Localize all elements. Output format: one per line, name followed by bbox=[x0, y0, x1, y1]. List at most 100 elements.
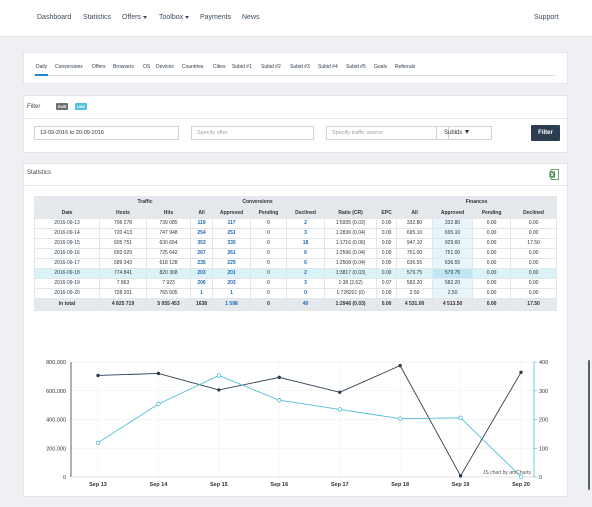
table-row[interactable]: 2016-09-16 693 029 725 642 267 261 0 6 1:2596 (… bbox=[34, 248, 558, 259]
table-cell: 1:3817 (0.03) bbox=[324, 268, 378, 279]
table-row[interactable]: 2016-09-19 7 863 7 923 206 203 0 3 1:38 (2.62) 0… bbox=[34, 278, 558, 289]
total-cell: 0.00 bbox=[376, 298, 398, 311]
table-cell[interactable]: 203 bbox=[190, 268, 214, 279]
table-cell: 605 751 bbox=[99, 238, 147, 249]
table-cell[interactable]: 119 bbox=[190, 218, 214, 229]
table-cell[interactable]: 1 bbox=[190, 288, 214, 299]
tab-goals[interactable]: Goals bbox=[374, 64, 388, 70]
nav-dashboard[interactable]: Dashboard bbox=[37, 14, 72, 21]
tab-countries[interactable]: Countries bbox=[182, 64, 204, 70]
col-epc[interactable]: EPC bbox=[376, 208, 398, 219]
x-tick-label: Sep 13 bbox=[89, 482, 107, 488]
table-row[interactable]: 2016-09-20 728 201 765 505 1 1 0 0 1:728201 (0)… bbox=[34, 288, 558, 299]
nav-statistics[interactable]: Statistics bbox=[83, 14, 112, 21]
tab-subid-5[interactable]: Subid #5 bbox=[346, 64, 366, 70]
col-ratio[interactable]: Ratio (CR) bbox=[324, 208, 378, 219]
excel-export-icon[interactable] bbox=[549, 169, 559, 180]
col-fin-declined[interactable]: Declined bbox=[510, 208, 558, 219]
table-row[interactable]: 2016-09-15 605 751 630 654 353 335 0 18 1:1716 … bbox=[34, 238, 558, 249]
table-cell[interactable]: 117 bbox=[212, 218, 252, 229]
table-cell[interactable]: 6 bbox=[286, 258, 326, 269]
table-cell[interactable]: 18 bbox=[286, 238, 326, 249]
table-cell: 695.10 bbox=[432, 228, 474, 239]
filter-button[interactable]: Filter bbox=[531, 125, 560, 141]
data-point bbox=[156, 371, 161, 376]
tab-subid-3[interactable]: Subid #3 bbox=[290, 64, 310, 70]
table-cell[interactable]: 235 bbox=[190, 258, 214, 269]
tab-os[interactable]: OS bbox=[143, 64, 151, 70]
table-cell[interactable]: 2 bbox=[286, 268, 326, 279]
table-cell: 947.10 bbox=[396, 238, 434, 249]
col-conv-approved[interactable]: Approved bbox=[212, 208, 252, 219]
tab-devices[interactable]: Devices bbox=[156, 64, 174, 70]
traffic-source-input[interactable]: Specify traffic source bbox=[326, 126, 449, 140]
tab-subid-2[interactable]: Subid #2 bbox=[261, 64, 281, 70]
table-cell[interactable]: 229 bbox=[212, 258, 252, 269]
nav-toolbox[interactable]: Toolbox bbox=[159, 14, 190, 21]
total-cell[interactable]: 40 bbox=[286, 298, 326, 311]
tab-conversions[interactable]: Conversions bbox=[55, 64, 83, 70]
table-cell[interactable]: 3 bbox=[286, 228, 326, 239]
col-fin-all[interactable]: All bbox=[396, 208, 434, 219]
table-cell[interactable]: 3 bbox=[286, 278, 326, 289]
total-cell: 5 055 453 bbox=[145, 298, 192, 311]
offer-input[interactable]: Specify offer bbox=[191, 126, 314, 140]
tab-daily[interactable]: Daily bbox=[34, 64, 49, 76]
col-fin-pending[interactable]: Pending bbox=[472, 208, 512, 219]
currency-usd-badge[interactable]: USD bbox=[75, 103, 88, 110]
total-cell[interactable]: 1 598 bbox=[212, 298, 252, 311]
subids-dropdown[interactable]: Subids bbox=[436, 126, 492, 140]
table-row[interactable]: 2016-09-14 720 413 747 948 254 251 0 3 1:2836 (… bbox=[34, 228, 558, 239]
col-conv-all[interactable]: All bbox=[190, 208, 214, 219]
nav-news[interactable]: News bbox=[242, 14, 260, 21]
table-row[interactable]: 2016-09-13 706 278 739 085 119 117 0 2 1:5935 (… bbox=[34, 218, 558, 229]
table-cell[interactable]: 251 bbox=[212, 228, 252, 239]
col-hosts[interactable]: Hosts bbox=[99, 208, 147, 219]
table-cell[interactable]: 206 bbox=[190, 278, 214, 289]
col-conv-declined[interactable]: Declined bbox=[286, 208, 326, 219]
table-cell: 0.00 bbox=[472, 288, 512, 299]
table-cell[interactable]: 335 bbox=[212, 238, 252, 249]
currency-eur-badge[interactable]: EUR bbox=[56, 103, 69, 110]
table-cell: 706 278 bbox=[99, 218, 147, 229]
col-fin-approved[interactable]: Approved bbox=[432, 208, 474, 219]
table-cell[interactable]: 353 bbox=[190, 238, 214, 249]
col-conv-pending[interactable]: Pending bbox=[250, 208, 288, 219]
table-cell[interactable]: 254 bbox=[190, 228, 214, 239]
row-date: 2016-09-14 bbox=[34, 228, 100, 239]
tab-cities[interactable]: Cities bbox=[213, 64, 226, 70]
table-row[interactable]: 2016-09-18 774 841 820 368 203 201 0 2 1:3817 (… bbox=[34, 268, 558, 279]
table-cell: 0.00 bbox=[376, 248, 398, 259]
table-cell[interactable]: 1 bbox=[212, 288, 252, 299]
tab-offers[interactable]: Offers bbox=[92, 64, 106, 70]
table-cell: 630 654 bbox=[145, 238, 192, 249]
date-range-input[interactable]: 13-09-2016 to 20-09-2016 bbox=[34, 126, 179, 140]
table-cell[interactable]: 2 bbox=[286, 218, 326, 229]
table-cell[interactable]: 0 bbox=[286, 288, 326, 299]
nav-offers[interactable]: Offers bbox=[122, 14, 147, 21]
tab-subid-4[interactable]: Subid #4 bbox=[318, 64, 338, 70]
table-cell: 0 bbox=[250, 218, 288, 229]
col-hits[interactable]: Hits bbox=[145, 208, 192, 219]
page-scrollbar[interactable] bbox=[588, 360, 590, 490]
table-cell[interactable]: 6 bbox=[286, 248, 326, 259]
table-total-row: In total 4 825 719 5 055 453 1638 1 598 … bbox=[34, 298, 558, 311]
table-cell[interactable]: 267 bbox=[190, 248, 214, 259]
nav-support[interactable]: Support bbox=[534, 14, 559, 21]
header-cell bbox=[376, 196, 398, 209]
tab-subid-1[interactable]: Subid #1 bbox=[232, 64, 252, 70]
nav-payments[interactable]: Payments bbox=[200, 14, 232, 21]
table-row[interactable]: 2016-09-17 589 343 618 128 235 229 0 6 1:2508 (… bbox=[34, 258, 558, 269]
statistics-table: Traffic Conversions Finances Date Hosts … bbox=[34, 196, 558, 311]
table-cell: 0 bbox=[250, 278, 288, 289]
table-cell: 0.07 bbox=[376, 278, 398, 289]
tab-referrals[interactable]: Referrals bbox=[395, 64, 416, 70]
table-cell[interactable]: 201 bbox=[212, 268, 252, 279]
table-cell: 582.20 bbox=[432, 278, 474, 289]
table-cell: 1:2508 (0.04) bbox=[324, 258, 378, 269]
table-cell[interactable]: 203 bbox=[212, 278, 252, 289]
table-cell[interactable]: 261 bbox=[212, 248, 252, 259]
col-date[interactable]: Date bbox=[34, 208, 100, 219]
table-cell: 751.00 bbox=[396, 248, 434, 259]
tab-browsers[interactable]: Browsers bbox=[113, 64, 134, 70]
